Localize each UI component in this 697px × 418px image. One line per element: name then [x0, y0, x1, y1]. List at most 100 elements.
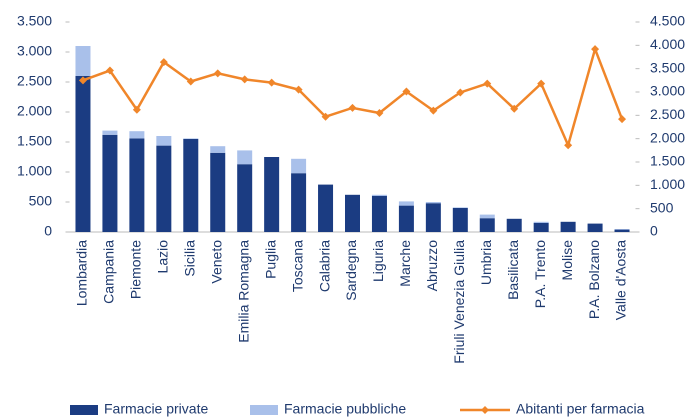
bar [614, 229, 630, 230]
y2-tick-label: 1.000 [650, 176, 685, 192]
x-tick-label: Campania [101, 240, 117, 304]
legend-label: Farmacie pubbliche [284, 401, 406, 417]
legend-label: Farmacie private [104, 401, 208, 417]
x-tick-label: Lombardia [74, 240, 90, 306]
bar [75, 76, 91, 232]
bar [237, 150, 253, 165]
line-marker [348, 103, 357, 112]
x-tick-label: Marche [397, 240, 413, 287]
bar [156, 145, 172, 232]
x-tick-label: Veneto [208, 240, 224, 284]
bar [398, 201, 414, 206]
y2-tick-label: 4.000 [650, 36, 685, 52]
y2-tick-label: 4.500 [650, 13, 685, 29]
bar [587, 223, 603, 232]
x-tick-label: Sardegna [343, 240, 359, 301]
line-marker [132, 105, 141, 114]
line-marker [267, 78, 276, 87]
x-tick-label: Toscana [289, 240, 305, 292]
bar [506, 218, 522, 232]
bar [398, 205, 414, 232]
line-marker [591, 45, 600, 54]
x-tick-label: P.A. Bolzano [586, 240, 602, 319]
bar [102, 134, 118, 232]
bar [318, 184, 334, 232]
line-marker [564, 141, 573, 150]
x-tick-label: Basilicata [505, 240, 521, 300]
x-tick-label: Valle d'Aosta [613, 240, 629, 320]
line-marker [375, 109, 384, 117]
x-tick-label: Abruzzo [424, 240, 440, 292]
bar [345, 194, 360, 232]
bar [291, 158, 307, 174]
bar [291, 173, 307, 232]
bar [533, 223, 549, 232]
bar [264, 157, 280, 232]
x-tick-label: Puglia [262, 240, 278, 279]
bar [237, 164, 253, 232]
line-marker [456, 88, 465, 97]
legend-swatch [481, 406, 489, 414]
line-marker [618, 115, 627, 124]
x-tick-label: Sicilia [181, 240, 197, 277]
y2-tick-label: 1.500 [650, 153, 685, 169]
bar [479, 218, 495, 232]
bar [371, 196, 387, 232]
bar [560, 221, 576, 232]
y2-tick-label: 3.500 [650, 59, 685, 75]
bar [371, 194, 387, 196]
legend-label: Abitanti per farmacia [516, 401, 645, 417]
y-tick-label: 0 [44, 223, 52, 239]
line-marker [240, 75, 249, 84]
legend-swatch [250, 405, 278, 415]
bar [533, 221, 549, 223]
x-tick-label: Molise [559, 240, 575, 281]
x-tick-label: Calabria [316, 240, 332, 292]
bar [425, 202, 441, 204]
y-tick-label: 2.500 [17, 73, 52, 89]
line-marker [213, 69, 222, 78]
y2-tick-label: 0 [650, 223, 658, 239]
bar [614, 229, 630, 232]
line-marker [510, 104, 519, 113]
y2-tick-label: 500 [650, 199, 674, 215]
bar [102, 130, 118, 135]
x-tick-label: Piemonte [128, 240, 144, 299]
line-marker [186, 77, 195, 86]
line-marker [159, 58, 168, 67]
bar [479, 214, 495, 219]
line-marker [483, 79, 492, 88]
x-tick-label: Liguria [370, 240, 386, 282]
bar [129, 131, 145, 139]
x-tick-label: P.A. Trento [532, 240, 548, 308]
line-marker [429, 106, 438, 115]
y-tick-label: 1.500 [17, 133, 52, 149]
line-marker [402, 87, 411, 96]
bar [425, 203, 441, 232]
line-marker [78, 76, 87, 85]
line-marker [105, 66, 114, 75]
y2-tick-label: 2.000 [650, 129, 685, 145]
y-tick-label: 1.000 [17, 163, 52, 179]
x-tick-label: Friuli Venezia Giulia [451, 240, 467, 364]
bar [183, 138, 199, 139]
bar [129, 138, 145, 232]
bar [452, 207, 468, 208]
x-tick-label: Emilia Romagna [235, 240, 251, 343]
line-marker [294, 85, 303, 94]
bar [183, 139, 199, 232]
x-tick-label: Lazio [155, 240, 171, 274]
bar [210, 152, 226, 232]
y-tick-label: 2.000 [17, 103, 52, 119]
legend-swatch [70, 405, 98, 415]
x-tick-label: Umbria [478, 240, 494, 285]
y-tick-label: 3.000 [17, 43, 52, 59]
y-tick-label: 500 [29, 193, 53, 209]
y-tick-label: 3.500 [17, 13, 52, 29]
bar [156, 136, 172, 146]
y2-tick-label: 2.500 [650, 106, 685, 122]
bar [75, 46, 91, 76]
y2-tick-label: 3.000 [650, 83, 685, 99]
bar [452, 208, 468, 232]
